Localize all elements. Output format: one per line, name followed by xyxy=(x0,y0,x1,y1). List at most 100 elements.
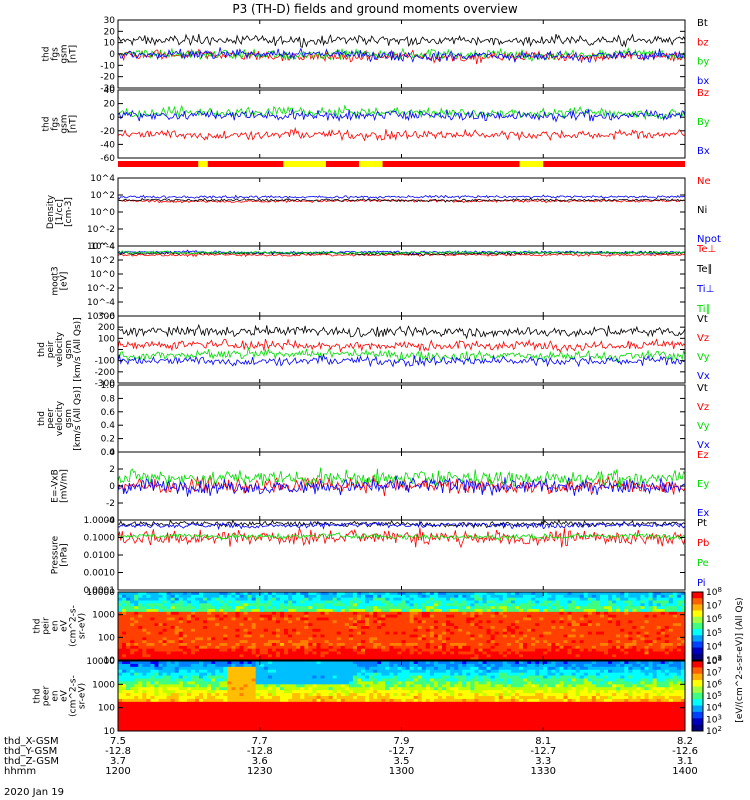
heatmap-cell xyxy=(660,600,666,604)
heatmap-cell xyxy=(267,722,273,726)
heatmap-cell xyxy=(215,684,220,688)
heatmap-cell xyxy=(243,623,249,627)
heatmap-cell xyxy=(219,663,224,668)
heatmap-cell xyxy=(377,643,382,647)
heatmap-cell xyxy=(547,617,552,621)
heatmap-cell xyxy=(555,651,560,655)
heatmap-cell xyxy=(267,640,273,644)
heatmap-cell xyxy=(316,643,321,647)
heatmap-cell xyxy=(478,617,483,621)
heatmap-cell xyxy=(207,620,212,624)
heatmap-cell xyxy=(595,626,601,630)
heatmap-cell xyxy=(190,666,196,671)
heatmap-cell xyxy=(369,611,374,616)
heatmap-cell xyxy=(227,603,232,607)
heatmap-cell xyxy=(401,626,407,630)
y-axis-label: thd xyxy=(42,117,52,132)
heatmap-cell xyxy=(182,657,188,661)
heatmap-cell xyxy=(292,672,297,677)
heatmap-cell xyxy=(312,672,317,677)
heatmap-cell xyxy=(389,614,394,618)
heatmap-cell xyxy=(462,634,467,638)
heatmap-cell xyxy=(490,631,496,635)
heatmap-cell xyxy=(332,637,338,641)
heatmap-cell xyxy=(215,698,220,703)
heatmap-cell xyxy=(186,725,192,729)
heatmap-cell xyxy=(531,626,536,630)
heatmap-cell xyxy=(604,597,609,601)
heatmap-cell xyxy=(239,609,245,613)
heatmap-cell xyxy=(235,594,240,599)
heatmap-cell xyxy=(324,701,330,706)
heatmap-cell xyxy=(288,666,293,671)
heatmap-cell xyxy=(466,597,471,601)
heatmap-cell xyxy=(231,661,236,665)
heatmap-cell xyxy=(263,643,269,647)
heatmap-cell xyxy=(531,611,536,616)
heatmap-cell xyxy=(518,634,524,638)
heatmap-cell xyxy=(304,701,309,706)
heatmap-cell xyxy=(344,623,350,627)
heatmap-cell xyxy=(624,623,629,627)
heatmap-cell xyxy=(292,701,297,706)
heatmap-cell xyxy=(632,620,637,624)
heatmap-cell xyxy=(158,696,164,700)
heatmap-cell xyxy=(190,628,196,633)
heatmap-cell xyxy=(462,594,467,599)
heatmap-cell xyxy=(474,609,479,613)
heatmap-cell xyxy=(531,609,536,613)
heatmap-cell xyxy=(409,654,415,658)
heatmap-cell xyxy=(243,704,249,709)
heatmap-cell xyxy=(636,617,641,621)
heatmap-cell xyxy=(680,603,686,607)
heatmap-cell xyxy=(292,710,297,714)
heatmap-cell xyxy=(211,663,216,668)
heatmap-cell xyxy=(316,713,321,717)
heatmap-cell xyxy=(466,631,471,635)
heatmap-cell xyxy=(174,637,180,641)
heatmap-cell xyxy=(636,640,641,644)
heatmap-cell xyxy=(170,634,176,638)
heatmap-cell xyxy=(401,651,407,655)
heatmap-cell xyxy=(442,614,447,618)
heatmap-cell xyxy=(118,661,123,665)
heatmap-cell xyxy=(280,626,285,630)
heatmap-cell xyxy=(450,631,455,635)
heatmap-cell xyxy=(275,600,281,604)
heatmap-cell xyxy=(405,657,411,661)
heatmap-cell xyxy=(118,657,123,661)
y-tick-label: 10000 xyxy=(86,588,115,598)
heatmap-cell xyxy=(288,701,293,706)
heatmap-cell xyxy=(146,637,151,641)
heatmap-cell xyxy=(676,645,682,650)
heatmap-cell xyxy=(194,600,200,604)
heatmap-cell xyxy=(433,643,439,647)
heatmap-cell xyxy=(243,651,249,655)
heatmap-cell xyxy=(259,623,265,627)
heatmap-cell xyxy=(292,611,297,616)
heatmap-cell xyxy=(280,623,285,627)
heatmap-cell xyxy=(336,645,342,650)
heatmap-cell xyxy=(288,722,293,726)
heatmap-cell xyxy=(470,628,475,633)
heatmap-cell xyxy=(275,594,281,599)
heatmap-cell xyxy=(518,603,524,607)
heatmap-cell xyxy=(243,663,249,668)
heatmap-cell xyxy=(389,648,394,652)
heatmap-cell xyxy=(523,606,528,610)
heatmap-cell xyxy=(142,645,147,650)
heatmap-cell xyxy=(284,634,289,638)
heatmap-cell xyxy=(288,614,293,618)
heatmap-cell xyxy=(186,728,192,732)
y-axis-label: fgs xyxy=(51,47,61,61)
heatmap-cell xyxy=(259,614,265,618)
heatmap-cell xyxy=(134,661,139,665)
heatmap-cell xyxy=(518,626,524,630)
heatmap-cell xyxy=(219,617,224,621)
heatmap-cell xyxy=(348,628,354,633)
heatmap-cell xyxy=(186,620,192,624)
heatmap-cell xyxy=(251,675,257,679)
heatmap-cell xyxy=(146,611,151,616)
heatmap-cell xyxy=(170,666,176,671)
heatmap-cell xyxy=(636,631,641,635)
